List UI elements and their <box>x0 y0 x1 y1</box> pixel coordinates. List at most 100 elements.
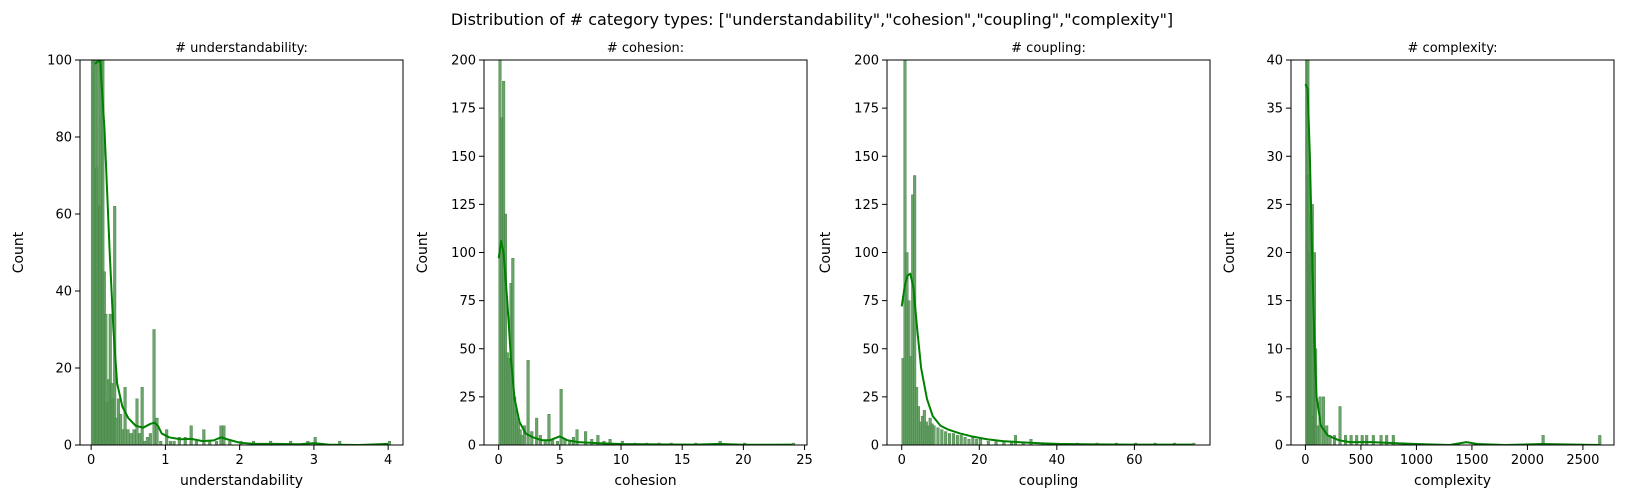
x-axis-label: understandability <box>180 473 303 489</box>
x-tick-label: 500 <box>1349 453 1374 468</box>
x-tick-label: 25 <box>796 453 813 468</box>
histogram-bar <box>214 440 218 445</box>
x-tick-label: 2 <box>236 453 244 468</box>
histogram-bar <box>526 360 530 445</box>
histogram-bar <box>608 439 612 445</box>
bars <box>90 60 391 445</box>
histogram-bar <box>944 431 948 445</box>
histogram-bar <box>189 425 193 445</box>
y-tick-label: 75 <box>459 294 476 309</box>
histogram-bar <box>1385 435 1389 445</box>
histogram-bar <box>1321 396 1325 445</box>
histogram-bar <box>555 440 559 445</box>
histogram-bar <box>1360 435 1364 445</box>
histogram-bar <box>1349 435 1353 445</box>
histogram-bar <box>535 417 539 445</box>
figure-title: Distribution of # category types: ["unde… <box>451 10 1173 29</box>
y-tick-label: 20 <box>55 362 72 377</box>
histogram-bar <box>108 313 112 445</box>
histogram-bar <box>145 437 149 445</box>
x-axis-label: coupling <box>1019 473 1079 489</box>
y-tick-label: 5 <box>1275 390 1283 405</box>
histogram-bar <box>135 398 139 445</box>
bars <box>901 60 1196 445</box>
histogram-bar <box>1365 435 1369 445</box>
subplot-title: # complexity: <box>1408 41 1498 56</box>
subplot-3: 0 20 40 60 0 25 50 75 100 125 150 175 200 # coupling:… <box>818 41 1211 489</box>
x-tick-label: 0 <box>898 453 906 468</box>
histogram-bar <box>222 425 226 445</box>
y-tick-label: 200 <box>854 54 879 69</box>
axes-frame <box>886 59 1211 446</box>
histogram-bar <box>986 440 990 445</box>
y-tick-label: 0 <box>1275 439 1283 454</box>
x-tick-label: 3 <box>310 453 318 468</box>
histogram-bar <box>1391 435 1395 445</box>
x-tick-label: 1500 <box>1455 453 1488 468</box>
y-tick-label: 15 <box>1266 294 1283 309</box>
histogram-bar <box>129 433 133 445</box>
y-tick-label: 50 <box>459 342 476 357</box>
y-tick-label: 175 <box>451 102 476 117</box>
histogram-bar <box>219 425 223 445</box>
subplot-2: 0 5 10 15 20 25 0 25 50 75 100 125 150 175 200 # cohesi… <box>415 41 813 489</box>
histogram-bar <box>228 440 232 445</box>
x-tick-label: 2500 <box>1566 453 1599 468</box>
histogram-bar <box>936 427 940 445</box>
y-tick-label: 80 <box>55 131 72 146</box>
y-tick-label: 200 <box>451 54 476 69</box>
y-tick-label: 100 <box>451 246 476 261</box>
x-tick-label: 1 <box>161 453 169 468</box>
histogram-bar <box>948 433 952 445</box>
y-tick-label: 0 <box>871 439 879 454</box>
histogram-bar <box>1355 435 1359 445</box>
histogram-bar <box>1338 406 1342 445</box>
histogram-bar <box>132 429 136 445</box>
histogram-bar <box>140 387 144 445</box>
histogram-bar <box>1379 435 1383 445</box>
x-axis-label: complexity <box>1414 473 1491 489</box>
y-tick-label: 125 <box>854 198 879 213</box>
y-tick-label: 25 <box>862 390 879 405</box>
histogram-bar <box>1344 435 1348 445</box>
histogram-bar <box>155 417 159 445</box>
x-tick-label: 4 <box>384 453 392 468</box>
axes-frame <box>483 59 808 446</box>
histogram-bar <box>387 440 391 445</box>
x-tick-label: 5 <box>556 453 564 468</box>
histogram-bar <box>1598 435 1602 445</box>
histogram-bar <box>1371 435 1375 445</box>
histogram-bar <box>1541 435 1545 445</box>
kde-line <box>1304 83 1600 445</box>
histogram-bar <box>575 429 579 445</box>
histogram-bar <box>202 429 206 445</box>
y-tick-label: 25 <box>459 390 476 405</box>
axes-frame <box>1290 59 1615 446</box>
axes-frame <box>79 59 404 446</box>
y-tick-label: 100 <box>854 246 879 261</box>
x-axis-label: cohesion <box>614 473 676 489</box>
x-tick-label: 0 <box>495 453 503 468</box>
x-tick-label: 20 <box>971 453 988 468</box>
y-axis-label: Count <box>818 231 834 273</box>
subplot-title: # coupling: <box>1011 41 1086 56</box>
y-tick-label: 20 <box>1266 246 1283 261</box>
y-axis-label: Count <box>415 231 431 273</box>
y-tick-label: 125 <box>451 198 476 213</box>
histogram-bar <box>172 440 176 445</box>
y-axis-label: Count <box>11 231 27 273</box>
kde-line <box>900 272 1193 445</box>
x-tick-label: 1000 <box>1400 453 1433 468</box>
histogram-bar <box>596 435 600 445</box>
histogram-bar <box>975 439 979 445</box>
y-tick-label: 40 <box>55 285 72 300</box>
subplot-title: # understandability: <box>175 41 308 56</box>
x-tick-label: 0 <box>1301 453 1309 468</box>
y-tick-label: 175 <box>854 102 879 117</box>
y-tick-label: 35 <box>1266 102 1283 117</box>
histogram-bar <box>159 440 163 445</box>
kde-line <box>497 239 793 445</box>
x-tick-label: 20 <box>735 453 752 468</box>
